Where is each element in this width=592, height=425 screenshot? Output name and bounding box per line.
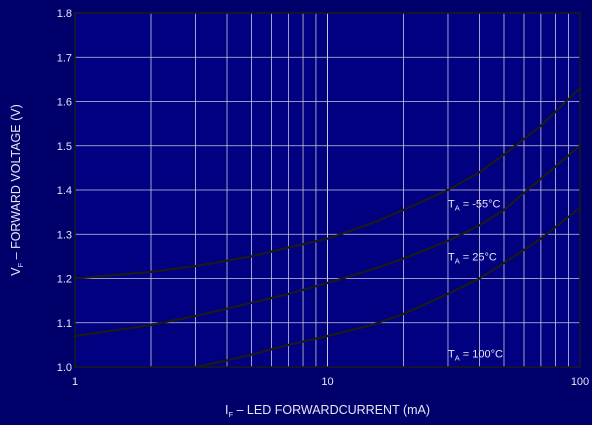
x-tick-label: 100 [571, 376, 589, 388]
grid [74, 12, 581, 368]
x-tick-label: 10 [321, 376, 333, 388]
x-tick-label: 1 [72, 376, 78, 388]
y-tick-label: 1.6 [57, 97, 72, 109]
series-line [73, 87, 582, 280]
plot-border [74, 12, 581, 368]
series-line [73, 144, 582, 338]
curve-labels: TA = -55°C TA = 25°C TA = 100°C [448, 198, 503, 362]
y-tick-label: 1.3 [57, 229, 72, 241]
y-tick-label: 1.1 [57, 318, 72, 330]
y-tick-label: 1.7 [57, 52, 72, 64]
y-tick-label: 1.0 [57, 362, 72, 374]
y-tick-label: 1.4 [57, 185, 72, 197]
series-label: TA = 25°C [448, 251, 497, 265]
series-label: TA = 100°C [448, 349, 503, 363]
curves [73, 87, 582, 369]
series-label: TA = -55°C [448, 198, 501, 212]
y-tick-label: 1.8 [57, 8, 72, 20]
x-axis-label: IF – LED FORWARDCURRENT (mA) [225, 403, 430, 419]
tick-labels: 1.0 1.1 1.2 1.3 1.4 1.5 1.6 1.7 1.8 1 10 100 [57, 8, 589, 388]
y-tick-label: 1.5 [57, 141, 72, 153]
series-line [194, 206, 582, 369]
y-tick-label: 1.2 [57, 274, 72, 286]
y-axis-label: VF – FORWARD VOLTAGE (V) [9, 104, 25, 276]
